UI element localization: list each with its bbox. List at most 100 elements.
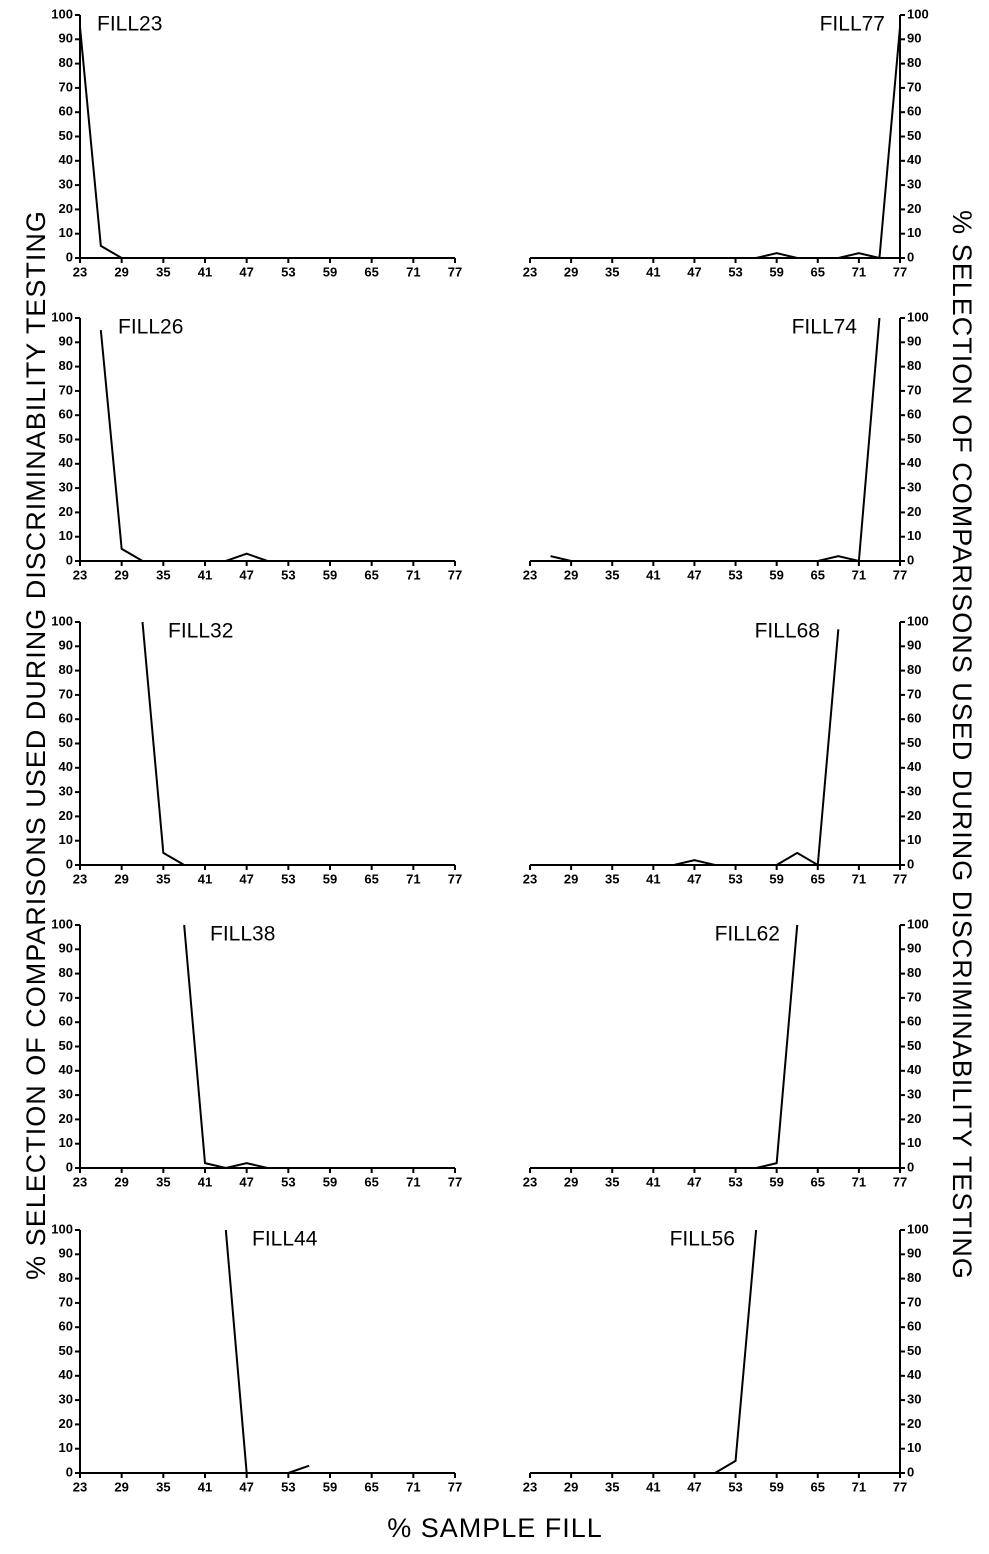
x-tick-label: 35 bbox=[605, 1479, 619, 1494]
x-tick-label: 47 bbox=[239, 264, 253, 279]
y-tick-label: 80 bbox=[907, 965, 921, 980]
x-tick-label: 35 bbox=[156, 871, 170, 886]
y-tick-label: 20 bbox=[907, 808, 921, 823]
y-tick-label: 70 bbox=[59, 1294, 73, 1309]
y-tick-label: 40 bbox=[907, 152, 921, 167]
panel-title: FILL68 bbox=[755, 620, 820, 643]
x-tick-label: 59 bbox=[323, 567, 337, 582]
y-tick-label: 80 bbox=[59, 358, 73, 373]
y-tick-label: 10 bbox=[907, 1135, 921, 1150]
y-tick-label: 70 bbox=[907, 382, 921, 397]
x-tick-label: 65 bbox=[364, 1479, 378, 1494]
data-line bbox=[99, 330, 435, 562]
x-tick-label: 53 bbox=[728, 1174, 742, 1189]
y-tick-label: 30 bbox=[907, 784, 921, 799]
x-tick-label: 71 bbox=[406, 264, 420, 279]
x-tick-label: 59 bbox=[769, 1479, 783, 1494]
x-tick-label: 77 bbox=[893, 1174, 907, 1189]
y-tick-label: 20 bbox=[907, 201, 921, 216]
y-tick-label: 0 bbox=[66, 1159, 73, 1174]
y-tick-label: 20 bbox=[59, 1416, 73, 1431]
x-tick-label: 47 bbox=[239, 1174, 253, 1189]
x-tick-label: 41 bbox=[646, 1174, 660, 1189]
y-tick-label: 20 bbox=[907, 1111, 921, 1126]
y-tick-label: 50 bbox=[59, 431, 73, 446]
y-tick-label: 90 bbox=[907, 334, 921, 349]
x-tick-label: 47 bbox=[239, 1479, 253, 1494]
y-tick-label: 90 bbox=[59, 31, 73, 46]
y-tick-label: 10 bbox=[907, 832, 921, 847]
data-line bbox=[530, 27, 901, 260]
x-tick-label: 65 bbox=[364, 871, 378, 886]
x-tick-label: 65 bbox=[811, 1479, 825, 1494]
y-tick-label: 0 bbox=[66, 249, 73, 264]
panel-title: FILL38 bbox=[210, 923, 275, 946]
y-tick-label: 30 bbox=[59, 1392, 73, 1407]
y-tick-label: 100 bbox=[51, 309, 73, 324]
y-axis-label-left: % SELECTION OF COMPARISONS USED DURING D… bbox=[21, 210, 51, 1280]
x-tick-label: 35 bbox=[605, 264, 619, 279]
x-tick-label: 35 bbox=[605, 567, 619, 582]
y-tick-label: 40 bbox=[907, 759, 921, 774]
x-tick-label: 53 bbox=[281, 1479, 295, 1494]
x-tick-label: 47 bbox=[687, 264, 701, 279]
panel-title: FILL44 bbox=[252, 1228, 318, 1251]
x-tick-label: 53 bbox=[728, 264, 742, 279]
y-tick-label: 30 bbox=[907, 177, 921, 192]
x-tick-label: 35 bbox=[156, 567, 170, 582]
y-tick-label: 70 bbox=[907, 79, 921, 94]
x-tick-label: 41 bbox=[646, 1479, 660, 1494]
y-tick-label: 60 bbox=[907, 104, 921, 119]
x-tick-label: 77 bbox=[448, 1479, 462, 1494]
y-tick-label: 30 bbox=[59, 1087, 73, 1102]
x-tick-label: 53 bbox=[728, 871, 742, 886]
x-tick-label: 77 bbox=[893, 1479, 907, 1494]
panel: 0 10 20 30 40 50 60 70 80 90 100 23 29 35 41 47 53 59 65 71… bbox=[523, 613, 929, 886]
x-tick-label: 59 bbox=[323, 871, 337, 886]
y-tick-label: 10 bbox=[907, 528, 921, 543]
x-tick-label: 77 bbox=[893, 871, 907, 886]
x-tick-label: 47 bbox=[687, 567, 701, 582]
y-tick-label: 0 bbox=[907, 856, 914, 871]
panel: 0 10 20 30 40 50 60 70 80 90 100 23 29 35 41 47 53 59 65 71… bbox=[523, 309, 929, 582]
x-tick-label: 65 bbox=[811, 1174, 825, 1189]
y-tick-label: 20 bbox=[59, 504, 73, 519]
y-tick-label: 40 bbox=[59, 1062, 73, 1077]
y-tick-label: 10 bbox=[907, 225, 921, 240]
y-tick-label: 0 bbox=[907, 1464, 914, 1479]
panel-title: FILL23 bbox=[97, 13, 162, 36]
y-tick-label: 30 bbox=[59, 784, 73, 799]
panel-title: FILL32 bbox=[168, 620, 233, 643]
y-tick-label: 80 bbox=[907, 358, 921, 373]
x-tick-label: 71 bbox=[852, 1479, 866, 1494]
x-tick-label: 41 bbox=[198, 871, 212, 886]
x-tick-label: 77 bbox=[448, 264, 462, 279]
y-tick-label: 80 bbox=[59, 55, 73, 70]
x-tick-label: 47 bbox=[239, 871, 253, 886]
y-tick-label: 60 bbox=[59, 1014, 73, 1029]
data-line bbox=[224, 1229, 310, 1474]
y-tick-label: 20 bbox=[907, 1416, 921, 1431]
x-tick-label: 23 bbox=[73, 264, 87, 279]
x-tick-label: 41 bbox=[198, 1174, 212, 1189]
panel: 0 10 20 30 40 50 60 70 80 90 100 23 29 35 41 47 53 59 65 71… bbox=[523, 6, 929, 279]
x-tick-label: 29 bbox=[114, 871, 128, 886]
y-tick-label: 20 bbox=[59, 808, 73, 823]
x-tick-label: 29 bbox=[114, 1479, 128, 1494]
y-tick-label: 10 bbox=[59, 1135, 73, 1150]
y-tick-label: 30 bbox=[907, 1392, 921, 1407]
x-tick-label: 71 bbox=[406, 1479, 420, 1494]
x-tick-label: 53 bbox=[281, 264, 295, 279]
data-line bbox=[530, 924, 799, 1169]
x-tick-label: 59 bbox=[323, 1479, 337, 1494]
y-tick-label: 70 bbox=[59, 79, 73, 94]
y-tick-label: 50 bbox=[59, 1038, 73, 1053]
x-tick-label: 35 bbox=[605, 1174, 619, 1189]
y-tick-label: 20 bbox=[907, 504, 921, 519]
panel: 0 10 20 30 40 50 60 70 80 90 100 23 29 35 41 47 53 59 65 71… bbox=[51, 1221, 462, 1494]
y-tick-label: 60 bbox=[59, 711, 73, 726]
x-tick-label: 65 bbox=[364, 264, 378, 279]
y-tick-label: 100 bbox=[907, 309, 929, 324]
y-tick-label: 80 bbox=[907, 55, 921, 70]
